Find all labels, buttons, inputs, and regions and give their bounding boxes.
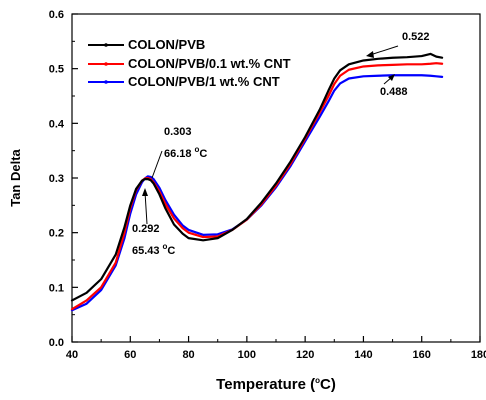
annotation-arrowhead-max-black [366,51,374,58]
legend-label-cnt-1: COLON/PVB/1 wt.% CNT [128,74,280,89]
annotation-peak-temp-top: 66.18 oC [164,145,207,160]
annotation-arrowhead-max-blue [388,74,395,81]
legend-marker-cnt-1 [104,80,108,84]
annotation-arrow-max-black [369,45,399,56]
series-lines [70,52,444,312]
annotation-peak-temp-top-value: 66.18 [164,148,192,160]
annotation-peak-temp-bottom-unit: C [167,245,175,257]
x-tick-label: 140 [354,349,372,361]
annotation-arrow-bottom [144,191,148,225]
x-tick-label: 100 [238,349,256,361]
annotation-arrowhead-bottom [142,188,148,196]
legend: COLON/PVB COLON/PVB/0.1 wt.% CNT COLON/P… [88,37,291,89]
annotation-peak-temp-bottom-value: 65.43 [132,245,160,257]
annotation-max-black: 0.522 [402,31,430,43]
y-axis-title: Tan Delta [8,148,23,206]
y-tick-label: 0.1 [49,282,64,294]
series-line-cnt-1 [70,74,444,312]
x-tick-label: 40 [66,349,78,361]
annotation-peak-temp-top-deg: o [195,145,200,154]
x-axis-title-unit: C) [320,376,336,393]
y-axis-ticks: 0.0 0.1 0.2 0.3 0.4 0.5 0.6 [49,9,78,349]
y-tick-label: 0.6 [49,9,64,21]
x-tick-label: 80 [182,349,194,361]
annotation-peak-temp-bottom-deg: o [163,242,168,251]
series-line-colon-pvb [70,52,444,302]
y-tick-label: 0.4 [49,118,65,130]
y-tick-label: 0.5 [49,64,64,76]
annotation-peak-value-bottom: 0.292 [132,223,160,235]
x-tick-label: 160 [413,349,431,361]
annotation-max-blue: 0.488 [380,86,408,98]
x-axis-ticks: 40 60 80 100 120 140 160 180 [66,336,486,361]
series-line-cnt-01 [70,62,444,311]
legend-label-colon-pvb: COLON/PVB [128,37,205,52]
legend-label-cnt-01: COLON/PVB/0.1 wt.% CNT [128,56,291,71]
x-axis-title-main: Temperature ( [216,376,315,393]
legend-marker-colon-pvb [104,43,108,47]
y-tick-label: 0.2 [49,228,64,240]
y-tick-label: 0.3 [49,173,64,185]
annotations: 0.303 66.18 oC 0.292 65.43 oC 0.522 0.488 [132,31,430,257]
x-axis-title-degree: o [315,376,320,385]
x-tick-label: 120 [296,349,314,361]
annotation-peak-value-top: 0.303 [164,126,192,138]
annotation-peak-temp-top-unit: C [199,148,207,160]
annotation-arrow-top [151,150,163,179]
annotation-peak-temp-bottom: 65.43 oC [132,242,175,257]
x-tick-label: 60 [124,349,136,361]
x-tick-label: 180 [471,349,486,361]
x-axis-title: Temperature (oC) [216,376,336,393]
legend-marker-cnt-01 [104,62,108,66]
y-tick-label: 0.0 [49,337,64,349]
